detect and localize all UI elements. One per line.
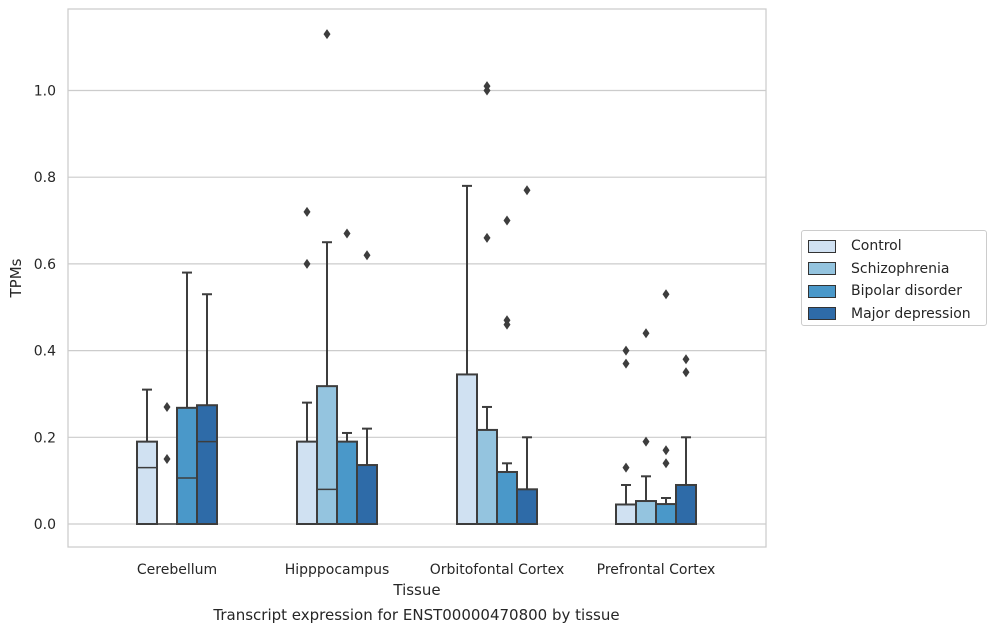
box-group	[675, 354, 697, 525]
y-axis-title: TPMs	[7, 258, 25, 298]
legend-swatch	[808, 307, 836, 321]
outlier-point	[622, 358, 630, 369]
outlier-point	[323, 29, 331, 40]
outlier-point	[642, 436, 650, 447]
y-tick-label: 0.6	[34, 257, 56, 273]
y-tick-label: 1.0	[34, 84, 56, 100]
legend-item: Control	[808, 235, 986, 258]
outlier-point	[503, 215, 511, 226]
outlier-point	[303, 206, 311, 217]
y-tick-label: 0.0	[34, 517, 56, 533]
box-group	[316, 29, 338, 525]
y-tick-label: 0.4	[34, 344, 56, 360]
legend-label: Major depression	[851, 305, 971, 322]
outlier-point	[303, 258, 311, 269]
outlier-point	[662, 289, 670, 300]
legend-label: Schizophrenia	[851, 260, 950, 277]
box-group	[516, 185, 538, 526]
legend-label: Control	[851, 238, 902, 255]
chart-legend: Control Schizophrenia Bipolar disorder Majo…	[801, 230, 987, 326]
legend-item: Major depression	[808, 303, 986, 326]
outlier-point	[622, 462, 630, 473]
box	[496, 470, 518, 526]
y-tick-label: 0.8	[34, 170, 56, 186]
box	[516, 488, 538, 526]
box-group	[635, 328, 657, 526]
box-group	[476, 81, 498, 526]
outlier-point	[642, 328, 650, 339]
x-tick-label: Prefrontal Cortex	[597, 562, 716, 578]
box	[635, 500, 657, 526]
y-tick-label: 0.2	[34, 430, 56, 446]
legend-swatch	[808, 262, 836, 276]
box	[615, 503, 637, 525]
x-tick-label: Hipppocampus	[285, 562, 390, 578]
box	[476, 428, 498, 526]
y-tick-labels: 0.0 0.2 0.4 0.6 0.8 1.0	[34, 84, 56, 534]
legend-item: Schizophrenia	[808, 258, 986, 281]
x-tick-labels: Cerebellum Hipppocampus Orbitofontal Corte…	[137, 562, 715, 578]
box	[675, 483, 697, 525]
outlier-point	[523, 185, 531, 196]
plot-area	[68, 9, 766, 547]
outlier-point	[662, 458, 670, 469]
outlier-point	[363, 250, 371, 261]
outlier-point	[163, 401, 171, 412]
outlier-point	[343, 228, 351, 239]
box-group	[136, 388, 158, 526]
box-series	[136, 29, 697, 526]
box	[336, 440, 358, 526]
box	[196, 404, 218, 526]
outlier-point	[503, 315, 511, 326]
outlier-point	[682, 354, 690, 365]
box	[176, 406, 198, 525]
box	[296, 440, 318, 526]
outlier-point	[163, 453, 171, 464]
box-group	[157, 401, 177, 525]
box-group	[615, 345, 637, 525]
box	[356, 464, 378, 526]
outlier-point	[682, 367, 690, 378]
x-tick-label: Orbitofontal Cortex	[430, 562, 565, 578]
x-tick-label: Cerebellum	[137, 562, 217, 578]
box	[316, 385, 338, 525]
box-group	[196, 293, 218, 526]
box	[136, 440, 158, 526]
x-axis-title: Tissue	[392, 581, 440, 599]
legend-swatch	[808, 284, 836, 298]
outlier-point	[662, 445, 670, 456]
figure-caption: Transcript expression for ENST0000047080…	[213, 606, 620, 624]
box	[456, 373, 478, 525]
legend-item: Bipolar disorder	[808, 280, 986, 303]
box	[655, 503, 677, 525]
outlier-point	[483, 81, 491, 92]
box-group	[356, 250, 378, 526]
plot-frame	[67, 8, 767, 548]
legend-label: Bipolar disorder	[851, 283, 963, 300]
outlier-point	[483, 232, 491, 243]
outlier-point	[622, 345, 630, 356]
legend-swatch	[808, 239, 836, 253]
box-group	[296, 206, 318, 526]
